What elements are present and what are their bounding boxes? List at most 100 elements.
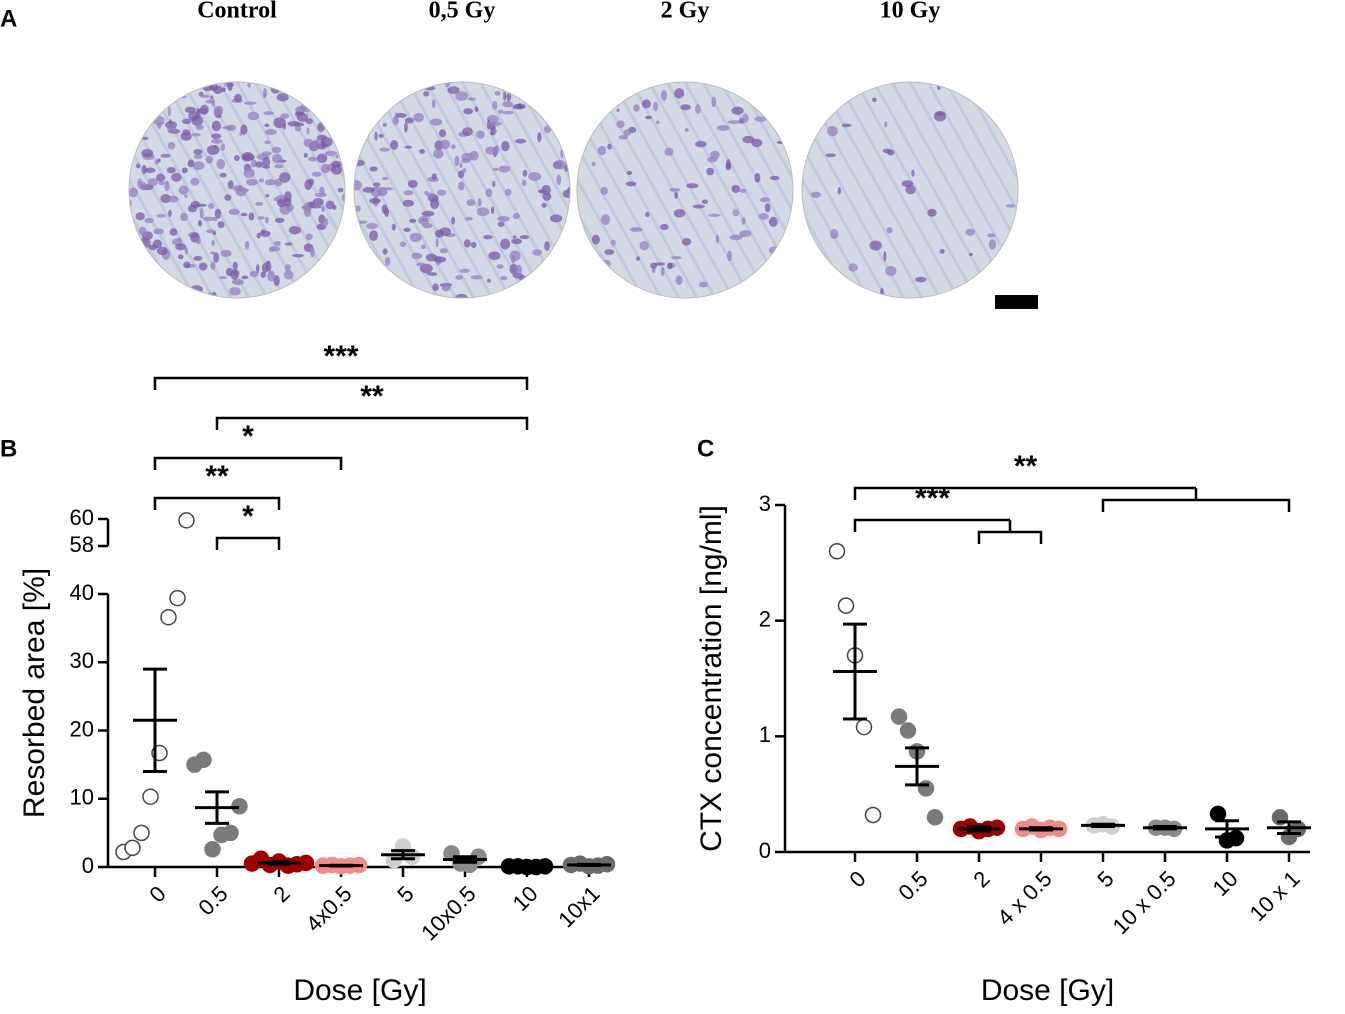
stain (458, 181, 465, 191)
stain (310, 247, 315, 258)
stain (433, 149, 444, 159)
stain (504, 188, 512, 196)
ridge (145, 82, 269, 298)
stain (369, 198, 381, 204)
stain (378, 133, 384, 138)
stain (758, 213, 769, 220)
stain (261, 262, 269, 273)
stain (308, 201, 315, 208)
stain (390, 139, 399, 150)
stain (354, 180, 362, 191)
stain (886, 227, 893, 234)
stain (292, 253, 304, 258)
well-rim (353, 81, 571, 299)
data-point (195, 751, 212, 769)
stain (639, 240, 649, 251)
stain (684, 128, 689, 132)
stain (184, 106, 197, 113)
stain (213, 85, 223, 95)
stain (517, 103, 522, 109)
stain (492, 167, 499, 171)
stain (244, 240, 250, 250)
x-axis-title: Dose [Gy] (981, 974, 1114, 1007)
stain (1005, 204, 1016, 208)
stain (695, 103, 701, 115)
stain (270, 85, 280, 94)
stain (263, 111, 274, 116)
stain (880, 287, 884, 298)
stain (528, 172, 542, 181)
stain (707, 213, 721, 217)
stain (222, 87, 226, 93)
stain (382, 248, 388, 255)
stain (695, 140, 707, 148)
stain (463, 239, 471, 248)
stain (233, 154, 240, 162)
stain (618, 135, 629, 140)
stain (848, 263, 858, 272)
stain (190, 177, 200, 186)
stain (232, 261, 238, 271)
stain (213, 105, 224, 116)
stain (294, 125, 302, 132)
stain (305, 233, 313, 241)
stain (257, 216, 265, 220)
image-title: Control (197, 0, 277, 24)
data-point (890, 708, 908, 725)
stain (307, 156, 318, 162)
stain (172, 123, 177, 135)
stain (181, 167, 188, 174)
stain (187, 204, 197, 213)
stain (317, 122, 325, 132)
ridge (0, 82, 105, 298)
stain (214, 208, 222, 219)
significance-label: ** (1014, 450, 1038, 483)
stain (667, 262, 673, 270)
ridge (802, 82, 870, 298)
stain (141, 148, 154, 158)
stain (366, 223, 379, 230)
stain (927, 208, 937, 217)
x-tick-label: 0.5 (893, 866, 932, 905)
stain (455, 91, 469, 102)
ridge (836, 82, 960, 298)
stain (168, 195, 179, 203)
stain (769, 175, 780, 181)
ridge (854, 82, 978, 298)
stain (470, 275, 483, 280)
ridge (872, 82, 996, 298)
stain (258, 178, 265, 183)
stain (265, 216, 269, 224)
stain (147, 177, 158, 187)
sub-bracket (977, 520, 1043, 544)
data-point (864, 806, 882, 824)
stain (391, 223, 396, 231)
stain (210, 138, 223, 144)
stain (156, 213, 166, 218)
stain (193, 154, 203, 160)
stain (210, 261, 216, 271)
stain (641, 99, 651, 109)
stain (403, 227, 411, 233)
ridge (354, 82, 422, 298)
stain (211, 120, 221, 132)
stain (562, 189, 570, 198)
stain (445, 82, 451, 88)
stain (502, 110, 514, 115)
stain (754, 116, 767, 122)
stain (247, 83, 252, 88)
stain (760, 197, 771, 203)
stain (541, 184, 551, 196)
well-rim (128, 81, 346, 299)
stain (451, 87, 458, 94)
ridge (3, 82, 123, 298)
stain (426, 192, 436, 198)
stain (288, 226, 302, 235)
stain (727, 250, 733, 262)
stain (969, 252, 973, 257)
stain (729, 234, 743, 241)
stain (591, 161, 596, 167)
y-tick-label: 40 (70, 580, 94, 605)
stain (182, 129, 191, 136)
stain (541, 202, 547, 208)
